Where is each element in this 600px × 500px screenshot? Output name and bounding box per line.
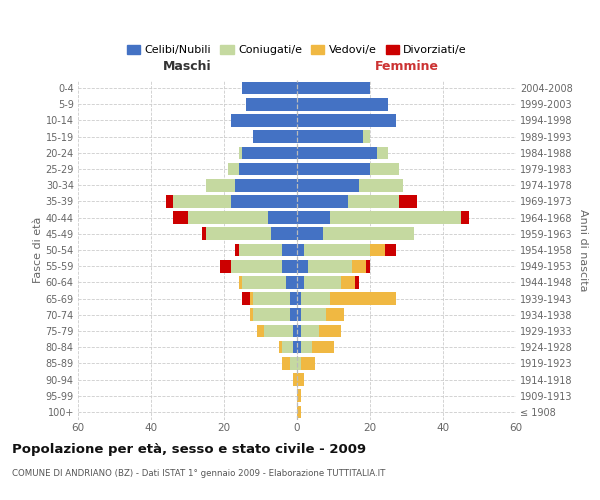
- Bar: [297, 324, 301, 338]
- Bar: [301, 292, 330, 305]
- Bar: [297, 130, 362, 143]
- Bar: [297, 260, 308, 272]
- Y-axis label: Anni di nascita: Anni di nascita: [578, 209, 589, 291]
- Bar: [242, 82, 297, 94]
- Bar: [341, 276, 355, 288]
- Bar: [293, 324, 297, 338]
- Bar: [166, 195, 173, 207]
- Bar: [399, 195, 418, 207]
- Bar: [297, 276, 304, 288]
- Bar: [253, 130, 297, 143]
- Bar: [293, 341, 297, 353]
- Bar: [250, 308, 253, 321]
- Bar: [279, 341, 283, 353]
- Bar: [297, 162, 370, 175]
- Bar: [297, 292, 301, 305]
- Bar: [301, 357, 315, 370]
- Bar: [232, 114, 297, 127]
- Legend: Celibi/Nubili, Coniugati/e, Vedovi/e, Divorziati/e: Celibi/Nubili, Coniugati/e, Vedovi/e, Di…: [124, 42, 470, 58]
- Bar: [242, 276, 286, 288]
- Bar: [297, 390, 301, 402]
- Bar: [232, 195, 297, 207]
- Bar: [283, 260, 297, 272]
- Bar: [359, 179, 403, 192]
- Bar: [319, 324, 341, 338]
- Bar: [227, 162, 239, 175]
- Bar: [173, 195, 232, 207]
- Bar: [283, 341, 293, 353]
- Bar: [173, 212, 187, 224]
- Bar: [268, 212, 297, 224]
- Bar: [297, 195, 348, 207]
- Bar: [301, 308, 326, 321]
- Bar: [362, 130, 370, 143]
- Bar: [297, 114, 395, 127]
- Bar: [271, 228, 297, 240]
- Bar: [220, 260, 232, 272]
- Bar: [323, 228, 414, 240]
- Bar: [370, 244, 385, 256]
- Bar: [297, 308, 301, 321]
- Bar: [187, 212, 268, 224]
- Bar: [206, 179, 235, 192]
- Bar: [250, 292, 253, 305]
- Bar: [297, 373, 304, 386]
- Bar: [264, 324, 293, 338]
- Bar: [348, 195, 399, 207]
- Bar: [385, 244, 395, 256]
- Bar: [239, 162, 297, 175]
- Bar: [352, 260, 367, 272]
- Bar: [377, 146, 388, 159]
- Bar: [239, 244, 283, 256]
- Bar: [235, 179, 297, 192]
- Bar: [311, 341, 334, 353]
- Bar: [246, 98, 297, 110]
- Y-axis label: Fasce di età: Fasce di età: [32, 217, 43, 283]
- Bar: [330, 292, 395, 305]
- Bar: [297, 98, 388, 110]
- Bar: [202, 228, 206, 240]
- Text: Popolazione per età, sesso e stato civile - 2009: Popolazione per età, sesso e stato civil…: [12, 442, 366, 456]
- Bar: [297, 228, 323, 240]
- Bar: [297, 244, 304, 256]
- Bar: [293, 373, 297, 386]
- Bar: [283, 244, 297, 256]
- Bar: [304, 276, 341, 288]
- Bar: [206, 228, 271, 240]
- Bar: [253, 308, 290, 321]
- Bar: [297, 406, 301, 418]
- Bar: [290, 292, 297, 305]
- Bar: [367, 260, 370, 272]
- Bar: [297, 341, 301, 353]
- Bar: [257, 324, 264, 338]
- Bar: [301, 341, 311, 353]
- Bar: [326, 308, 344, 321]
- Bar: [290, 308, 297, 321]
- Text: Femmine: Femmine: [374, 60, 439, 73]
- Bar: [461, 212, 469, 224]
- Bar: [286, 276, 297, 288]
- Bar: [355, 276, 359, 288]
- Bar: [283, 357, 290, 370]
- Bar: [253, 292, 290, 305]
- Bar: [308, 260, 352, 272]
- Text: COMUNE DI ANDRIANO (BZ) - Dati ISTAT 1° gennaio 2009 - Elaborazione TUTTITALIA.I: COMUNE DI ANDRIANO (BZ) - Dati ISTAT 1° …: [12, 469, 385, 478]
- Bar: [235, 244, 239, 256]
- Bar: [297, 146, 377, 159]
- Bar: [290, 357, 297, 370]
- Text: Maschi: Maschi: [163, 60, 212, 73]
- Bar: [239, 146, 242, 159]
- Bar: [297, 212, 330, 224]
- Bar: [242, 292, 250, 305]
- Bar: [242, 146, 297, 159]
- Bar: [301, 324, 319, 338]
- Bar: [297, 82, 370, 94]
- Bar: [297, 179, 359, 192]
- Bar: [370, 162, 399, 175]
- Bar: [304, 244, 370, 256]
- Bar: [297, 357, 301, 370]
- Bar: [330, 212, 461, 224]
- Bar: [232, 260, 283, 272]
- Bar: [239, 276, 242, 288]
